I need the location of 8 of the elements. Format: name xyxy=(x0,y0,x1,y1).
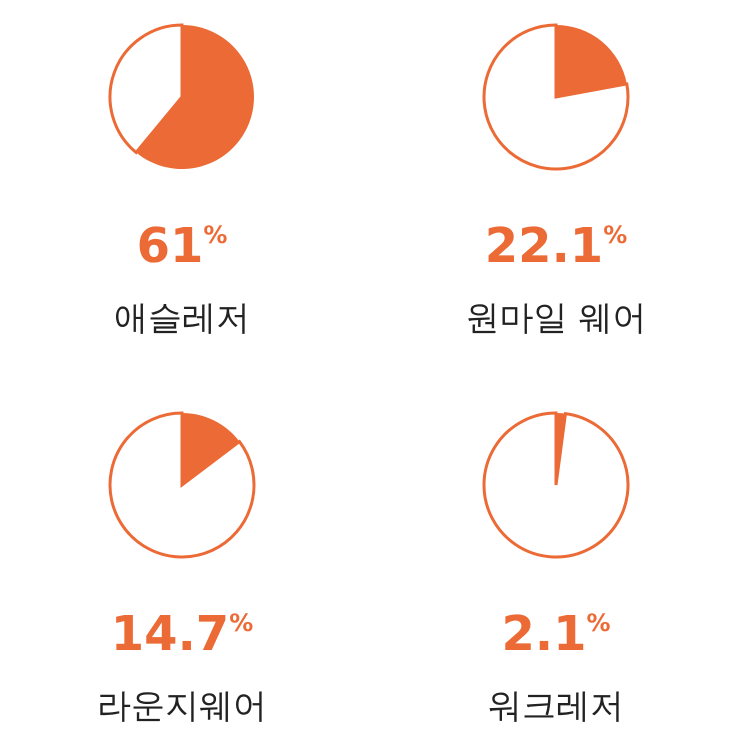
text: 원마일 웨어 xyxy=(466,298,646,338)
text: 2.1$^{%}$ xyxy=(501,606,611,662)
text: 22.1$^{%}$ xyxy=(484,218,628,274)
text: 61$^{%}$ xyxy=(136,218,228,274)
text: 워크레저 xyxy=(488,686,624,726)
text: 라운지웨어 xyxy=(97,686,267,726)
text: 14.7$^{%}$ xyxy=(110,606,254,662)
text: 애슬레저 xyxy=(114,298,250,338)
